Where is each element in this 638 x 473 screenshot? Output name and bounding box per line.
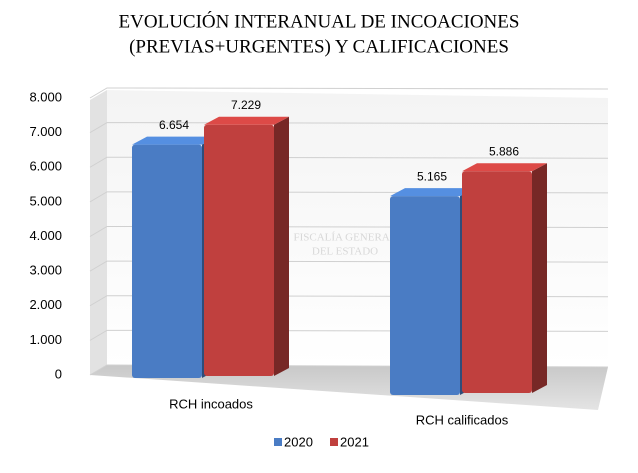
bar: [462, 171, 532, 393]
grid-line: [89, 156, 609, 168]
bar: [390, 196, 460, 395]
watermark: FISCALÍA GENERAL: [294, 232, 397, 244]
data-label: 6.654: [159, 118, 189, 132]
data-label: 5.165: [417, 169, 447, 183]
chart-title: EVOLUCIÓN INTERANUAL DE INCOACIONES: [119, 10, 520, 32]
y-tick-label: 0: [55, 366, 62, 381]
y-tick-label: 3.000: [29, 263, 62, 278]
bar-top: [390, 188, 475, 197]
watermark: DEL ESTADO: [312, 246, 378, 258]
legend-swatch: [274, 438, 282, 446]
data-label: 5.886: [489, 144, 519, 158]
bar-side: [274, 116, 289, 377]
data-label: 7.229: [231, 98, 261, 112]
y-tick-label: 6.000: [29, 159, 62, 174]
grid-line: [89, 122, 609, 134]
legend-label: 2021: [340, 434, 369, 449]
y-tick-label: 1.000: [29, 332, 62, 347]
bar-top: [204, 116, 289, 125]
chart-title: (PREVIAS+URGENTES) Y CALIFICACIONES: [129, 36, 509, 57]
y-tick-label: 8.000: [29, 89, 62, 104]
legend-swatch: [330, 438, 338, 446]
y-tick-label: 5.000: [29, 193, 62, 208]
bar-side: [532, 163, 547, 393]
legend-label: 2020: [284, 434, 313, 449]
y-tick-label: 7.000: [29, 124, 62, 139]
x-tick-label: RCH incoados: [169, 396, 253, 411]
y-tick-label: 2.000: [29, 297, 62, 312]
x-tick-label: RCH calificados: [416, 412, 509, 427]
grid-line: [89, 87, 609, 99]
y-tick-label: 4.000: [29, 228, 62, 243]
bar: [204, 124, 274, 376]
bar-top: [462, 163, 547, 172]
bar-top: [132, 136, 217, 145]
bar: [132, 144, 202, 378]
